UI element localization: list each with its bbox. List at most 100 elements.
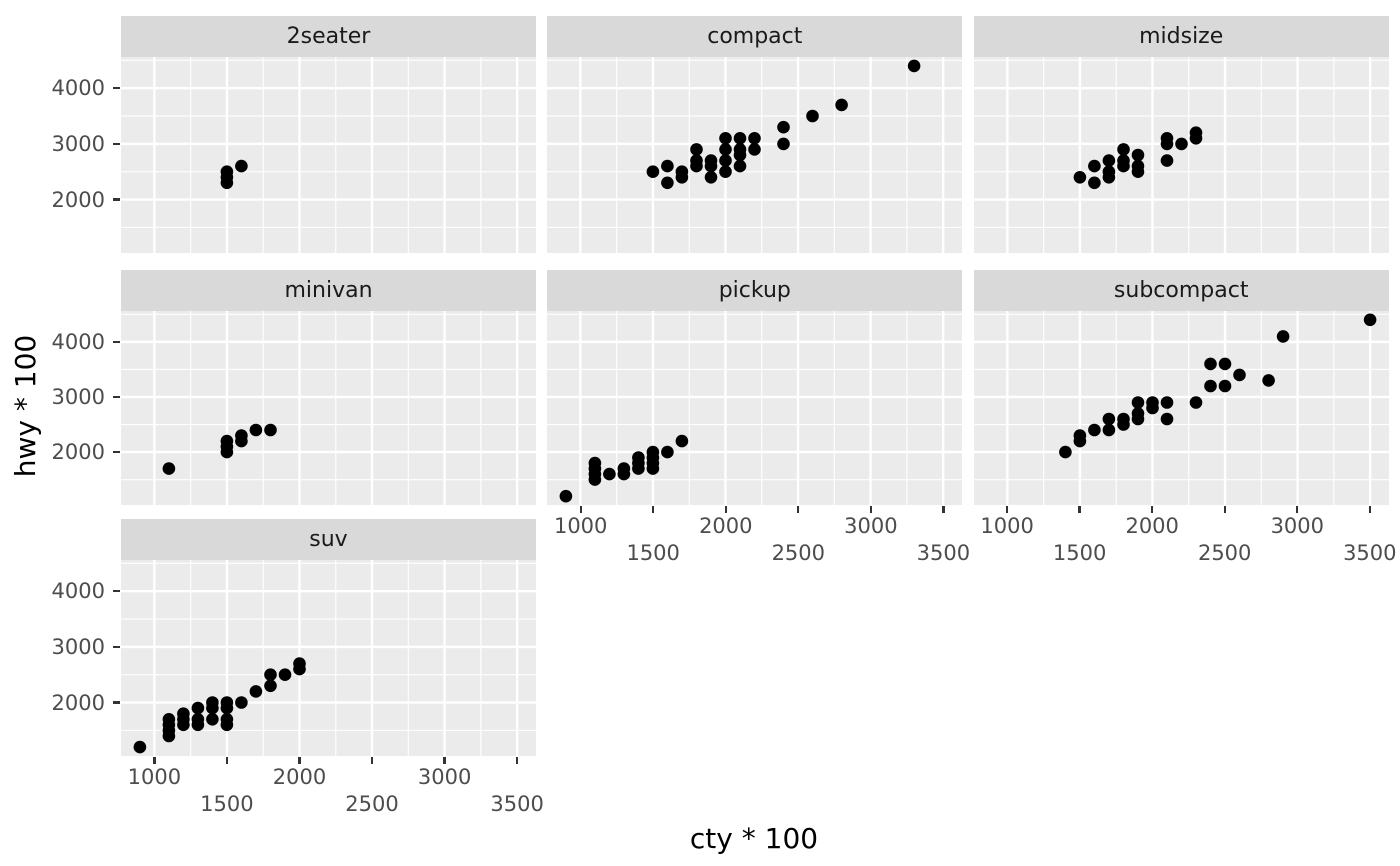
data-point	[559, 489, 573, 503]
x-tick-mark	[942, 506, 945, 513]
x-tick-mark	[1223, 506, 1226, 513]
data-point	[661, 176, 674, 190]
data-point	[675, 434, 689, 448]
data-point	[733, 159, 747, 173]
y-tick-label: 3000	[51, 634, 105, 659]
x-tick-label: 2500	[345, 792, 399, 816]
x-tick-label: 3500	[1343, 541, 1397, 565]
data-point	[661, 159, 674, 173]
data-point	[235, 696, 248, 709]
facet-panel-pickup	[547, 311, 963, 505]
data-point	[1116, 412, 1130, 426]
y-tick-label: 2000	[51, 187, 105, 212]
data-point	[617, 462, 631, 475]
x-tick-label: 1500	[626, 541, 680, 565]
facet-panel-midsize	[973, 57, 1389, 253]
y-tick-label: 4000	[51, 579, 105, 604]
data-point	[675, 165, 689, 178]
x-tick-label: 1500	[200, 792, 254, 816]
x-tick-label: 3500	[490, 792, 544, 816]
data-point	[704, 171, 718, 184]
x-tick-label: 3000	[844, 514, 898, 538]
y-tick-mark	[112, 142, 120, 146]
data-point	[1087, 159, 1101, 173]
data-point	[1189, 126, 1202, 139]
data-point	[249, 685, 263, 698]
data-point	[220, 434, 234, 448]
data-point	[220, 696, 234, 709]
data-point	[220, 713, 234, 726]
facet-strip-label: subcompact	[1113, 278, 1249, 303]
y-tick-label: 3000	[51, 385, 105, 409]
data-point	[1102, 423, 1115, 437]
x-tick-mark	[298, 757, 301, 764]
facet-panel-minivan	[121, 311, 536, 505]
data-point	[1160, 154, 1173, 167]
scatter-plot-area	[547, 311, 963, 505]
data-point	[835, 98, 849, 112]
facet-strip-label: midsize	[1139, 24, 1224, 49]
y-tick-mark	[112, 87, 120, 90]
x-tick-mark	[225, 757, 229, 764]
y-tick-mark	[112, 450, 120, 454]
data-point	[1073, 429, 1086, 442]
x-tick-label: 3500	[916, 541, 971, 565]
data-point	[733, 143, 747, 156]
facet-strip: compact	[547, 16, 963, 57]
y-tick-label: 4000	[51, 329, 105, 354]
facet-strip-label: 2seater	[286, 24, 371, 49]
facet-panel-compact	[547, 57, 963, 253]
data-point	[1131, 148, 1144, 162]
data-point	[719, 154, 733, 167]
x-tick-mark	[1078, 506, 1081, 513]
x-tick-label: 1500	[1052, 541, 1107, 565]
data-point	[220, 165, 234, 178]
x-tick-mark	[724, 506, 727, 513]
x-axis-title: cty * 100	[689, 822, 819, 855]
data-point	[806, 109, 820, 123]
scatter-plot-area	[121, 57, 536, 253]
data-point	[1189, 396, 1202, 409]
x-tick-label: 3000	[417, 765, 472, 789]
data-point	[278, 668, 292, 681]
facet-panel-subcompact	[973, 311, 1389, 505]
data-point	[1363, 313, 1377, 327]
data-point	[162, 713, 176, 726]
data-point	[1131, 396, 1144, 409]
data-point	[1102, 165, 1115, 178]
x-tick-label: 2000	[272, 765, 327, 789]
data-point	[1261, 374, 1275, 387]
data-point	[191, 701, 205, 715]
data-point	[690, 143, 704, 156]
data-point	[661, 445, 674, 459]
y-tick-label: 4000	[51, 76, 105, 101]
x-tick-mark	[1368, 506, 1371, 513]
data-point	[1073, 171, 1086, 184]
y-tick-mark	[112, 645, 120, 649]
y-tick-label: 2000	[51, 440, 105, 465]
data-point	[235, 429, 248, 442]
data-point	[719, 132, 733, 145]
data-point	[1203, 357, 1217, 371]
scatter-plot-area	[121, 311, 536, 505]
data-point	[632, 451, 645, 464]
y-tick-mark	[112, 590, 120, 593]
data-point	[1145, 396, 1159, 409]
data-point	[206, 696, 219, 709]
y-tick-mark	[112, 198, 120, 201]
data-point	[162, 462, 176, 475]
facet-strip: midsize	[973, 16, 1389, 57]
y-tick-mark	[112, 395, 120, 399]
scatter-plot-area	[973, 311, 1389, 505]
data-point	[646, 165, 660, 178]
data-point	[1058, 445, 1072, 459]
data-point	[1160, 412, 1173, 426]
data-point	[1276, 330, 1290, 343]
data-point	[588, 456, 602, 470]
facet-strip: pickup	[547, 270, 963, 311]
data-point	[777, 120, 791, 134]
data-point	[1203, 379, 1217, 393]
x-tick-label: 1000	[127, 765, 182, 789]
data-point	[1116, 154, 1130, 167]
